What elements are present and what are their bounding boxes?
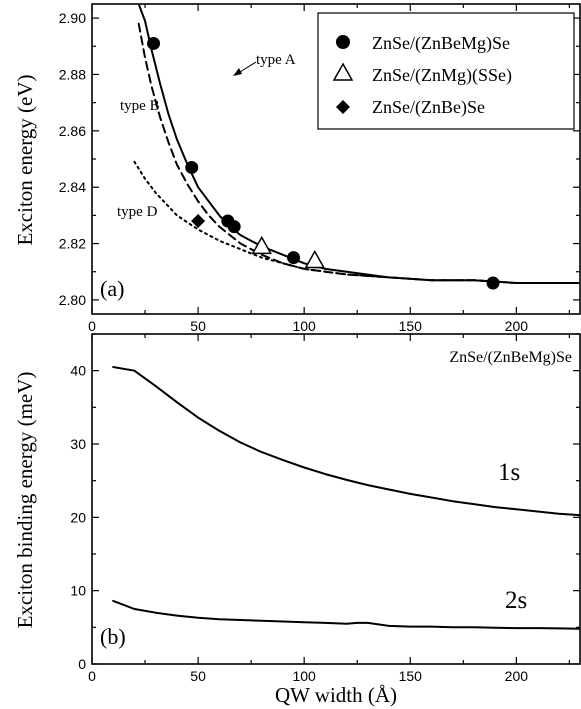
panel-b-y-tick-label: 10	[70, 583, 86, 599]
panel-a-x-tick-label: 100	[292, 318, 316, 334]
legend-entry-2: ZnSe/(ZnMg)(SSe)	[372, 65, 512, 86]
panel-b-y-axis-title: Exciton binding energy (meV)	[13, 372, 37, 629]
panel-b-y-tick-label: 40	[70, 363, 86, 379]
legend-box	[317, 12, 575, 130]
data-point-triangle	[304, 249, 326, 269]
panel-a-y-tick-label: 2.88	[59, 66, 86, 82]
legend: ZnSe/(ZnBeMg)Se ZnSe/(ZnMg)(SSe) ZnSe/(Z…	[317, 12, 575, 130]
data-point-circle	[287, 251, 301, 265]
panel-b-plot-frame	[91, 333, 581, 665]
legend-marker-filled-diamond	[336, 100, 350, 114]
panel-a: 0 50 100 150 200 2.80 2.82 2.84 2.86 2.88 2.90 Exc…	[13, 3, 581, 334]
panel-a-y-tick-label: 2.84	[59, 179, 86, 195]
panel-b-x-tick-label: 150	[399, 668, 423, 684]
legend-entry-1: ZnSe/(ZnBeMg)Se	[372, 33, 510, 54]
x-axis-title: QW width (Å)	[275, 683, 397, 707]
data-point-circle	[486, 276, 500, 290]
curve-1s	[112, 366, 580, 517]
panel-a-x-tick-label: 200	[505, 318, 529, 334]
curve-label-1s: 1s	[498, 459, 520, 486]
curve-label-2s: 2s	[505, 587, 527, 614]
panel-b-corner-label: ZnSe/(ZnBeMg)Se	[449, 349, 572, 366]
data-point-circle	[185, 160, 199, 174]
panel-a-axes: 0 50 100 150 200 2.80 2.82 2.84 2.86 2.88 2.90	[59, 4, 580, 334]
panel-b-x-tick-label: 0	[88, 668, 96, 684]
panel-a-x-tick-label: 50	[190, 318, 206, 334]
curve-2s	[112, 599, 580, 630]
data-point-diamond	[191, 214, 206, 228]
panel-a-points	[147, 36, 500, 290]
legend-marker-open-triangle	[332, 62, 354, 81]
legend-marker-filled-circle	[336, 35, 350, 49]
panel-a-y-tick-label: 2.80	[59, 292, 86, 308]
panel-b-label: (b)	[100, 624, 126, 649]
data-point-triangle	[251, 235, 273, 255]
panel-a-y-tick-label: 2.86	[59, 123, 86, 139]
panel-b-x-tick-label: 200	[505, 668, 529, 684]
annotation-type-b: type B	[120, 98, 160, 114]
curve-type-d	[133, 160, 580, 284]
panel-a-y-tick-label: 2.82	[59, 236, 86, 252]
panel-a-x-tick-label: 150	[399, 318, 423, 334]
panel-b-x-tick-label: 50	[190, 668, 206, 684]
panel-b-y-tick-label: 0	[78, 656, 86, 672]
annotation-type-a-arrow	[239, 61, 257, 73]
legend-entry-3: ZnSe/(ZnBe)Se	[372, 97, 485, 118]
panel-a-y-axis-title: Exciton energy (eV)	[13, 74, 37, 245]
panel-b-y-tick-label: 30	[70, 436, 86, 452]
panel-b-axes: 0 50 100 150 200 0 10 20 30 40	[70, 333, 580, 684]
annotation-type-a-arrowhead	[233, 68, 242, 76]
data-point-circle	[147, 36, 161, 50]
panel-b-x-tick-label: 100	[292, 668, 316, 684]
panel-a-y-tick-label: 2.90	[59, 10, 86, 26]
panel-a-x-tick-label: 0	[88, 318, 96, 334]
panel-b-curves	[112, 366, 580, 630]
annotation-type-d: type D	[117, 204, 158, 220]
annotation-type-a: type A	[256, 52, 296, 68]
data-point-circle	[227, 220, 241, 234]
panel-b: 0 50 100 150 200 0 10 20 30 40 Exciton binding en…	[13, 333, 581, 707]
panel-a-label: (a)	[100, 276, 124, 301]
panel-b-y-tick-label: 20	[70, 509, 86, 525]
